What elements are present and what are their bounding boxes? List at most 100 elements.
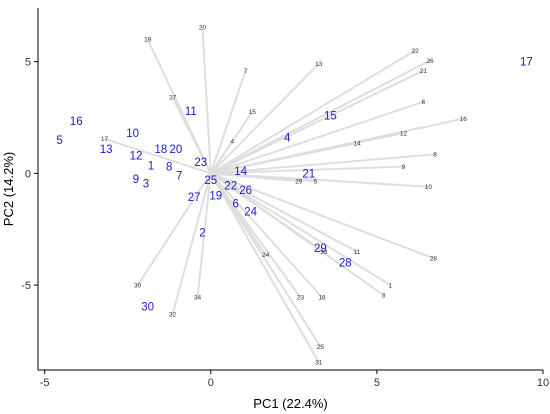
score-point-8: 8 <box>166 162 172 174</box>
loading-label-23: 23 <box>297 295 305 302</box>
loading-vector-20 <box>201 25 212 175</box>
score-point-11: 11 <box>185 106 197 118</box>
score-point-21: 21 <box>302 168 315 180</box>
loading-label-8: 8 <box>433 152 437 159</box>
score-point-29: 29 <box>314 243 327 255</box>
loading-vector-29 <box>209 172 300 183</box>
y-tick-label: -5 <box>21 280 31 292</box>
loading-vector-34 <box>196 172 212 299</box>
loading-label-13: 13 <box>315 61 323 68</box>
score-point-20: 20 <box>169 144 182 156</box>
loading-label-27: 27 <box>169 95 177 102</box>
loading-label-9: 9 <box>402 164 406 171</box>
score-point-4: 4 <box>284 133 291 145</box>
loading-label-19: 19 <box>144 37 152 44</box>
loading-vector-31 <box>209 172 320 364</box>
loading-vector-28 <box>209 172 435 260</box>
loading-label-5: 5 <box>314 178 318 185</box>
loading-vector-17 <box>103 137 212 175</box>
axes: -5 0 5 10 -5 0 5 <box>21 8 549 389</box>
score-point-6: 6 <box>232 199 238 211</box>
score-point-27: 27 <box>188 192 201 204</box>
loading-label-28: 28 <box>430 256 438 263</box>
loading-label-33: 33 <box>320 249 328 256</box>
loading-label-1: 1 <box>388 282 392 289</box>
score-point-10: 10 <box>126 128 139 140</box>
loading-label-17: 17 <box>101 136 109 143</box>
loading-label-25: 25 <box>317 344 325 351</box>
loading-label-16: 16 <box>460 116 468 123</box>
loading-vector-7 <box>209 69 247 175</box>
loading-vector-30 <box>136 172 212 287</box>
score-point-19: 19 <box>209 191 222 203</box>
x-tick-label: 10 <box>537 377 549 389</box>
score-point-23: 23 <box>194 157 207 169</box>
y-tick-label: 0 <box>25 168 31 180</box>
x-axis-ticks: -5 0 5 10 <box>40 370 549 389</box>
score-point-9: 9 <box>133 174 139 186</box>
score-point-30: 30 <box>141 301 154 313</box>
score-point-3: 3 <box>143 178 149 190</box>
score-point-7: 7 <box>176 171 182 183</box>
loading-label-34: 34 <box>194 295 202 302</box>
loading-label-32: 32 <box>169 311 177 318</box>
x-tick-label: -5 <box>40 377 50 389</box>
loading-vector-16 <box>209 117 465 175</box>
loading-label-6: 6 <box>422 99 426 106</box>
loading-vector-11 <box>209 172 358 253</box>
score-point-16: 16 <box>70 116 83 128</box>
x-axis-label: PC1 (22.4%) <box>253 396 327 411</box>
loading-label-10: 10 <box>425 184 433 191</box>
loading-vector-1 <box>209 172 392 287</box>
loading-label-29: 29 <box>295 178 303 185</box>
loading-label-24: 24 <box>262 252 270 259</box>
loading-label-11: 11 <box>354 249 361 256</box>
score-point-25: 25 <box>204 175 217 187</box>
loading-label-22: 22 <box>411 48 419 55</box>
loading-label-12: 12 <box>400 130 408 137</box>
score-point-24: 24 <box>244 206 257 218</box>
loading-label-15: 15 <box>249 109 257 116</box>
loading-vector-13 <box>209 62 320 175</box>
loading-vector-22 <box>209 49 417 175</box>
loading-vector-9 <box>209 165 405 175</box>
score-point-17: 17 <box>520 57 533 69</box>
loading-label-26: 26 <box>426 58 434 65</box>
loading-label-21: 21 <box>420 68 428 75</box>
loading-label-18: 18 <box>318 295 326 302</box>
score-point-28: 28 <box>339 258 352 270</box>
loading-vector-33 <box>209 172 325 253</box>
loading-vector-6 <box>209 100 425 175</box>
loading-vector-32 <box>171 172 212 316</box>
score-point-26: 26 <box>239 185 252 197</box>
score-point-13: 13 <box>100 144 113 156</box>
y-axis-label: PC2 (14.2%) <box>1 152 16 226</box>
loading-vector-25 <box>209 172 322 348</box>
loading-vector-26 <box>209 59 432 175</box>
score-point-12: 12 <box>130 150 143 162</box>
loading-label-20: 20 <box>199 24 207 31</box>
score-labels: 1234567891011121314151617181920212223242… <box>56 57 532 314</box>
loading-label-14: 14 <box>353 140 361 147</box>
loading-vector-8 <box>209 153 437 175</box>
loading-label-3: 3 <box>382 292 386 299</box>
loading-label-30: 30 <box>134 282 142 289</box>
loading-labels: 1345678910111213141516171819202122232425… <box>101 24 467 366</box>
x-tick-label: 0 <box>208 377 214 389</box>
score-point-1: 1 <box>148 161 154 173</box>
loading-label-31: 31 <box>315 359 323 366</box>
loading-vectors <box>103 25 465 364</box>
score-point-14: 14 <box>234 166 247 178</box>
score-point-2: 2 <box>199 228 205 240</box>
score-point-15: 15 <box>324 110 337 122</box>
loading-label-4: 4 <box>231 138 235 145</box>
y-axis-ticks: -5 0 5 <box>21 57 38 292</box>
loading-vector-18 <box>209 172 324 299</box>
score-point-5: 5 <box>56 135 62 147</box>
loading-label-7: 7 <box>244 68 248 75</box>
score-point-18: 18 <box>155 144 168 156</box>
loading-vector-15 <box>209 110 254 175</box>
x-tick-label: 5 <box>374 377 380 389</box>
score-point-22: 22 <box>224 181 237 193</box>
